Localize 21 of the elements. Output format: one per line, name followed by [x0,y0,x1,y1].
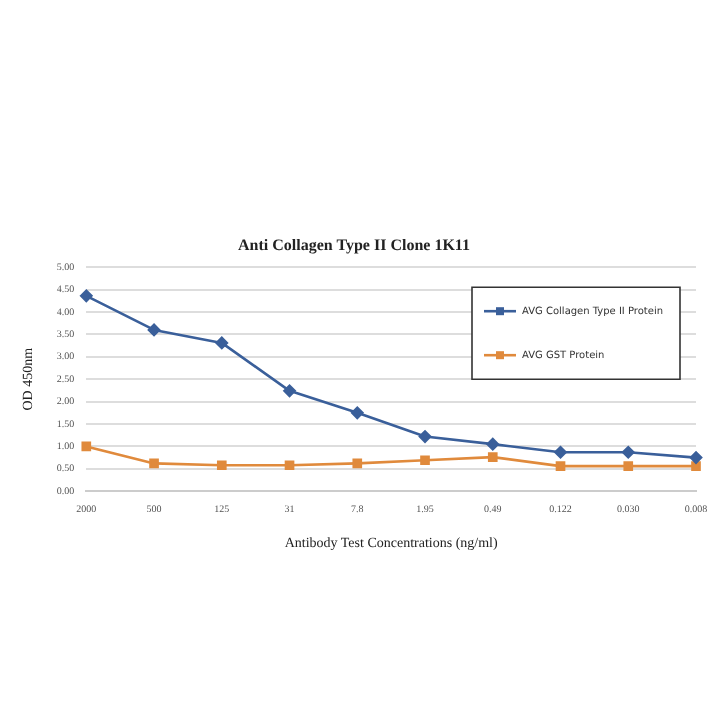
point [623,461,634,471]
point [420,455,430,466]
point [487,452,498,462]
point [555,461,566,471]
point [418,430,432,443]
point [352,458,363,469]
point [691,461,701,471]
point [147,323,161,337]
point [81,441,92,452]
point [80,289,93,303]
point [621,445,635,459]
point [283,384,296,398]
point [689,451,703,464]
chart-title: Anti Collagen Type II Clone 1K11 [238,235,470,254]
point [350,406,364,420]
point [554,445,567,459]
point [216,460,227,471]
point [149,458,159,469]
point [215,336,229,350]
point [284,460,295,471]
point [486,437,500,451]
